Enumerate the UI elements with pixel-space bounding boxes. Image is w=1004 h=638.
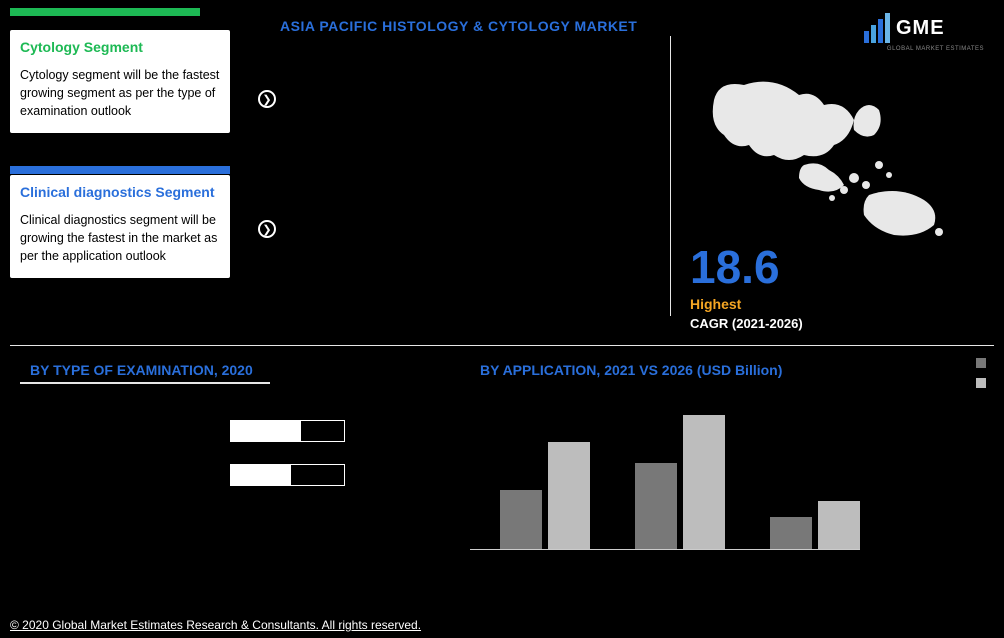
vbar-chart [460,400,920,580]
footer-copyright: © 2020 Global Market Estimates Research … [10,618,421,632]
vbar-area [470,400,860,550]
stat-sub: CAGR (2021-2026) [690,316,803,331]
vertical-divider [670,36,671,316]
horizontal-divider [10,345,994,346]
top-strip [10,8,200,16]
logo-subtext: GLOBAL MARKET ESTIMATES [887,46,984,52]
legend-swatch [976,378,986,388]
legend [976,358,986,388]
chevron-right-icon: ❯ [258,90,276,108]
hbar-chart [230,420,430,508]
logo: GME [864,8,984,48]
segment-card-clinical: Clinical diagnostics Segment Clinical di… [10,175,230,278]
asia-pacific-map-icon [704,70,954,240]
page-title: ASIA PACIFIC HISTOLOGY & CYTOLOGY MARKET [280,18,637,34]
logo-bars-icon [864,13,890,43]
card-strip [10,166,230,174]
logo-text: GME [896,17,945,40]
card-title: Cytology Segment [20,38,220,56]
chart1-title: BY TYPE OF EXAMINATION, 2020 [30,362,253,378]
chart2-title: BY APPLICATION, 2021 VS 2026 (USD Billio… [480,362,782,378]
card-title: Clinical diagnostics Segment [20,183,220,201]
chart1-underline [20,382,270,384]
legend-swatch [976,358,986,368]
chevron-right-icon: ❯ [258,220,276,238]
segment-card-cytology: Cytology Segment Cytology segment will b… [10,30,230,133]
card-body: Cytology segment will be the fastest gro… [20,66,220,120]
stat-value: 18.6 [690,240,780,294]
stat-label: Highest [690,296,741,312]
card-body: Clinical diagnostics segment will be gro… [20,211,220,265]
